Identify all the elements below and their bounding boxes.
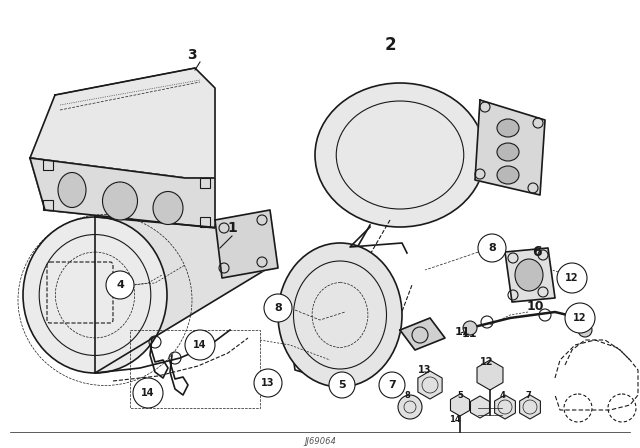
Polygon shape xyxy=(470,396,490,418)
Ellipse shape xyxy=(58,172,86,207)
Text: 2: 2 xyxy=(384,36,396,54)
Text: 6: 6 xyxy=(532,245,542,259)
Ellipse shape xyxy=(315,83,485,227)
Polygon shape xyxy=(30,158,215,228)
Ellipse shape xyxy=(23,217,167,373)
Polygon shape xyxy=(30,68,215,178)
Bar xyxy=(43,200,53,210)
Text: 8: 8 xyxy=(404,391,410,400)
Polygon shape xyxy=(505,248,555,302)
Polygon shape xyxy=(520,395,540,419)
Text: 7: 7 xyxy=(525,391,531,400)
Circle shape xyxy=(557,263,587,293)
Bar xyxy=(200,217,210,227)
Circle shape xyxy=(106,271,134,299)
Circle shape xyxy=(254,369,282,397)
Polygon shape xyxy=(495,395,515,419)
Text: 11: 11 xyxy=(454,327,470,337)
Circle shape xyxy=(398,395,422,419)
Polygon shape xyxy=(418,371,442,399)
Text: 10: 10 xyxy=(526,301,544,314)
Circle shape xyxy=(264,294,292,322)
Text: 12: 12 xyxy=(573,313,587,323)
Polygon shape xyxy=(95,217,265,373)
Text: 5: 5 xyxy=(457,391,463,400)
Circle shape xyxy=(379,372,405,398)
Polygon shape xyxy=(451,394,470,416)
Text: JJ69064: JJ69064 xyxy=(304,438,336,447)
Circle shape xyxy=(578,323,592,337)
Text: 14: 14 xyxy=(193,340,207,350)
Ellipse shape xyxy=(515,259,543,291)
Text: 1: 1 xyxy=(227,221,237,235)
Text: 8: 8 xyxy=(488,243,496,253)
Text: 3: 3 xyxy=(187,48,197,62)
Polygon shape xyxy=(30,158,215,228)
Text: 12: 12 xyxy=(480,357,493,367)
Text: 11: 11 xyxy=(462,329,477,339)
Polygon shape xyxy=(400,318,445,350)
Ellipse shape xyxy=(153,191,183,224)
Ellipse shape xyxy=(497,143,519,161)
Circle shape xyxy=(463,321,477,335)
Text: 13: 13 xyxy=(261,378,275,388)
Text: 14: 14 xyxy=(141,388,155,398)
Circle shape xyxy=(185,330,215,360)
Text: 8: 8 xyxy=(274,303,282,313)
Text: 5: 5 xyxy=(338,380,346,390)
Polygon shape xyxy=(475,100,545,195)
Ellipse shape xyxy=(102,182,138,220)
Text: 14: 14 xyxy=(449,415,461,425)
Bar xyxy=(200,178,210,188)
Circle shape xyxy=(133,378,163,408)
Ellipse shape xyxy=(278,243,402,387)
Polygon shape xyxy=(215,210,278,278)
Text: 12: 12 xyxy=(565,273,579,283)
Text: 13: 13 xyxy=(419,365,432,375)
Text: 7: 7 xyxy=(388,380,396,390)
Ellipse shape xyxy=(497,166,519,184)
Polygon shape xyxy=(477,360,503,390)
Circle shape xyxy=(478,234,506,262)
Text: 4: 4 xyxy=(116,280,124,290)
Circle shape xyxy=(329,372,355,398)
Bar xyxy=(43,160,53,170)
Ellipse shape xyxy=(497,119,519,137)
Circle shape xyxy=(565,303,595,333)
Text: 4: 4 xyxy=(500,391,506,400)
